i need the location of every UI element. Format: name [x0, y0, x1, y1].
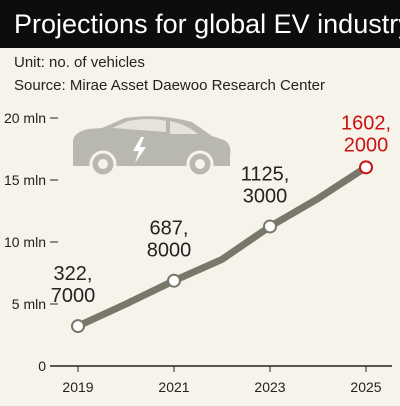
y-tick-label: 15 mln	[4, 172, 46, 188]
data-point-marker	[71, 319, 85, 334]
y-tick-label: 10 mln	[4, 234, 46, 250]
unit-note: Unit: no. of vehicles	[14, 54, 145, 71]
data-label: 1602,	[341, 112, 391, 134]
lightning-bolt-icon	[133, 137, 146, 163]
x-tick-label: 2025	[350, 379, 381, 395]
car-icon	[73, 116, 231, 178]
y-tick-label: 5 mln	[12, 296, 46, 312]
source-note: Source: Mirae Asset Daewoo Research Cent…	[14, 77, 325, 94]
data-point-marker	[359, 160, 373, 175]
y-tick-label: 20 mln	[4, 110, 46, 126]
data-point-marker	[263, 219, 277, 234]
data-label: 8000	[147, 240, 192, 262]
data-point-marker	[167, 273, 181, 288]
data-label: 687,	[150, 218, 189, 240]
data-label: 322,	[54, 263, 93, 285]
y-tick-label: 0	[38, 358, 46, 374]
data-label: 3000	[243, 185, 288, 207]
series-line	[74, 163, 370, 330]
data-label: 7000	[51, 285, 96, 307]
x-tick-label: 2021	[158, 379, 189, 395]
x-tick-label: 2023	[254, 379, 285, 395]
data-label: 2000	[344, 134, 389, 156]
data-label: 1125,	[241, 163, 290, 185]
chart-title: Projections for global EV industry	[0, 0, 400, 48]
x-tick-label: 2019	[62, 379, 93, 395]
